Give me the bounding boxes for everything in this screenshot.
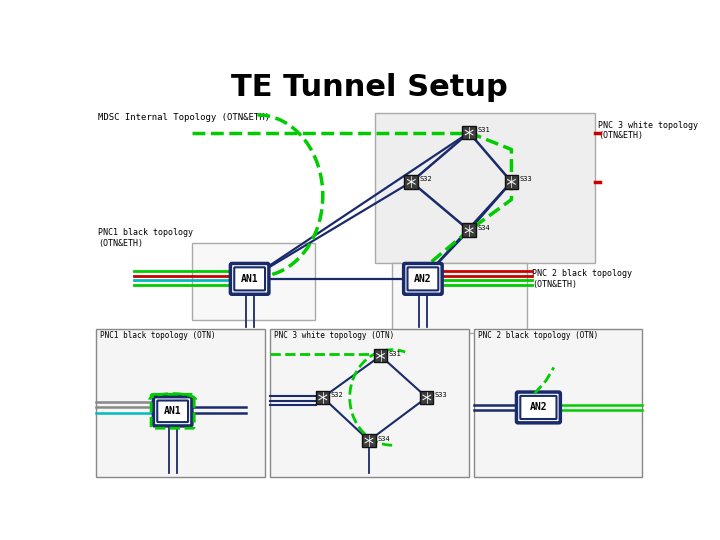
FancyBboxPatch shape xyxy=(405,175,418,189)
Text: PNC 3 white topology (OTN): PNC 3 white topology (OTN) xyxy=(274,332,395,340)
FancyBboxPatch shape xyxy=(234,267,265,291)
Text: S34: S34 xyxy=(477,225,490,231)
Text: PNC 2 black topology
(OTN&ETH): PNC 2 black topology (OTN&ETH) xyxy=(532,269,632,288)
FancyBboxPatch shape xyxy=(375,112,595,262)
FancyBboxPatch shape xyxy=(374,349,387,362)
FancyBboxPatch shape xyxy=(392,264,527,333)
FancyBboxPatch shape xyxy=(230,264,269,294)
Text: S34: S34 xyxy=(377,436,390,442)
FancyBboxPatch shape xyxy=(521,396,557,419)
Text: PNC1 black topology (OTN): PNC1 black topology (OTN) xyxy=(99,332,215,340)
Text: PNC 3 white topology
(OTN&ETH): PNC 3 white topology (OTN&ETH) xyxy=(598,120,698,140)
Text: S33: S33 xyxy=(435,393,448,399)
Text: AN1: AN1 xyxy=(164,406,181,416)
Text: PNC 2 black topology (OTN): PNC 2 black topology (OTN) xyxy=(478,332,598,340)
Text: S32: S32 xyxy=(331,393,343,399)
FancyBboxPatch shape xyxy=(192,244,315,320)
Text: S31: S31 xyxy=(389,351,401,357)
FancyBboxPatch shape xyxy=(271,329,469,477)
FancyBboxPatch shape xyxy=(157,401,188,422)
FancyBboxPatch shape xyxy=(420,391,433,404)
Text: PNC1 black topology
(OTN&ETH): PNC1 black topology (OTN&ETH) xyxy=(98,228,193,248)
FancyBboxPatch shape xyxy=(474,329,642,477)
FancyBboxPatch shape xyxy=(362,434,376,447)
Text: AN2: AN2 xyxy=(414,274,432,284)
Text: AN1: AN1 xyxy=(240,274,258,284)
FancyBboxPatch shape xyxy=(96,329,265,477)
FancyBboxPatch shape xyxy=(408,267,438,291)
Text: TE Tunnel Setup: TE Tunnel Setup xyxy=(230,73,508,103)
FancyBboxPatch shape xyxy=(404,264,442,294)
Text: S33: S33 xyxy=(520,177,533,183)
FancyBboxPatch shape xyxy=(516,392,560,423)
Text: MDSC Internal Topology (OTN&ETH): MDSC Internal Topology (OTN&ETH) xyxy=(98,113,270,122)
FancyBboxPatch shape xyxy=(316,391,329,404)
Text: S31: S31 xyxy=(477,127,490,133)
FancyBboxPatch shape xyxy=(505,175,518,189)
Text: S32: S32 xyxy=(420,177,433,183)
FancyBboxPatch shape xyxy=(153,397,192,426)
Text: AN2: AN2 xyxy=(530,402,547,413)
FancyBboxPatch shape xyxy=(462,126,476,139)
FancyBboxPatch shape xyxy=(462,224,476,237)
